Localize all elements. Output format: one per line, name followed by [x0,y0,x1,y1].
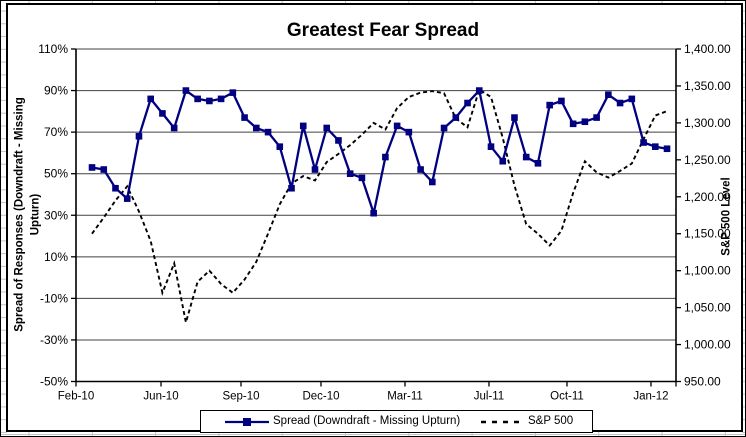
chart-border [6,3,743,432]
right-axis-tick-label: 1,100.00 [684,264,731,278]
legend: Spread (Downdraft - Missing Upturn) S&P … [200,410,593,433]
spread-marker [311,166,319,173]
spread-marker [558,97,565,105]
right-axis-tick-label: 1,400.00 [684,42,731,56]
spread-marker [253,124,260,132]
spread-marker [194,95,201,103]
spread-marker [276,143,284,150]
legend-label-sp500: S&P 500 [528,415,574,427]
right-axis-tick-label: 1,000.00 [684,338,731,352]
spread-marker [288,184,295,192]
spread-marker [417,166,424,173]
spread-marker [499,157,507,165]
x-axis-tick-label: Dec-10 [302,391,339,403]
spread-marker [616,99,624,107]
spread-marker [346,170,354,177]
spread-marker [323,124,331,132]
sp500-series-line [91,88,668,323]
spread-marker [546,101,553,109]
left-axis-tick-label: 10% [44,250,68,264]
spread-marker [382,153,389,161]
spread-marker [522,153,530,161]
spread-marker [241,114,248,121]
left-axis-title-line1: Spread of Responses (Downdraft - Missing [13,97,26,332]
spread-marker [464,99,471,107]
spread-marker [123,195,131,202]
left-axis-tick-label: 70% [44,125,68,139]
spread-marker [569,120,577,128]
left-axis-tick-label: 110% [38,42,68,56]
x-axis-tick-label: Sep-10 [222,391,259,403]
spread-marker [487,143,495,150]
right-axis-tick-label: 1,250.00 [684,153,731,167]
spread-marker [628,95,636,103]
spread-marker [229,89,237,96]
spread-marker [429,178,436,186]
spread-marker [511,114,518,121]
spread-marker [405,128,413,136]
spread-marker [112,184,119,192]
spread-marker [206,97,213,105]
legend-label-spread: Spread (Downdraft - Missing Upturn) [273,415,461,427]
right-axis-tick-label: 1,300.00 [684,116,731,130]
left-axis-tick-label: 50% [44,167,68,181]
spread-marker [170,124,178,132]
spread-marker [605,91,612,99]
x-axis-tick-label: Mar-11 [387,391,423,403]
left-axis-tick-label: -10% [40,291,68,305]
spread-marker [593,114,600,121]
spread-marker [135,132,143,140]
spread-marker [663,145,671,153]
left-axis-title-line2: Upturn) [29,193,42,236]
spread-marker [159,110,166,117]
spread-marker [358,174,366,182]
x-axis-tick-label: Jan-12 [633,391,668,403]
spread-marker [475,87,483,94]
left-axis-tick-label: 90% [44,84,68,98]
chart-title: Greatest Fear Spread [286,20,480,41]
right-axis-tick-label: 1,050.00 [684,301,731,315]
spread-marker [147,95,154,103]
spread-marker [88,164,96,171]
right-axis-tick-label: 950.00 [684,375,721,389]
left-axis-tick-label: 30% [44,208,68,222]
spread-marker [393,122,401,130]
spread-marker [440,124,448,132]
legend-spread-line-sample [225,418,269,426]
x-axis-tick-label: Jun-10 [143,391,178,403]
spread-marker [640,139,647,146]
spread-marker [264,128,272,136]
right-axis-tick-label: 1,350.00 [684,79,731,93]
spread-marker [452,114,460,121]
spread-marker [581,118,589,126]
right-axis-tick-label: 1,150.00 [684,227,731,241]
right-axis-tick-label: 1,200.00 [684,190,731,204]
right-axis-title: S&P 500 Level [720,177,733,256]
legend-sp500-dash-sample [481,420,525,424]
x-axis-tick-label: Jul-11 [474,391,504,403]
left-axis-tick-label: -30% [40,333,68,347]
spread-marker [100,166,108,173]
x-axis-tick-label: Oct-11 [550,391,584,403]
spread-marker [217,95,225,103]
spread-marker [335,137,342,144]
spread-marker [182,87,190,94]
spread-marker [651,143,659,150]
spread-marker [370,209,377,217]
left-axis-tick-label: -50% [40,375,68,389]
spread-marker [299,122,307,130]
spread-marker [534,159,542,167]
x-axis-tick-label: Feb-10 [58,391,94,403]
